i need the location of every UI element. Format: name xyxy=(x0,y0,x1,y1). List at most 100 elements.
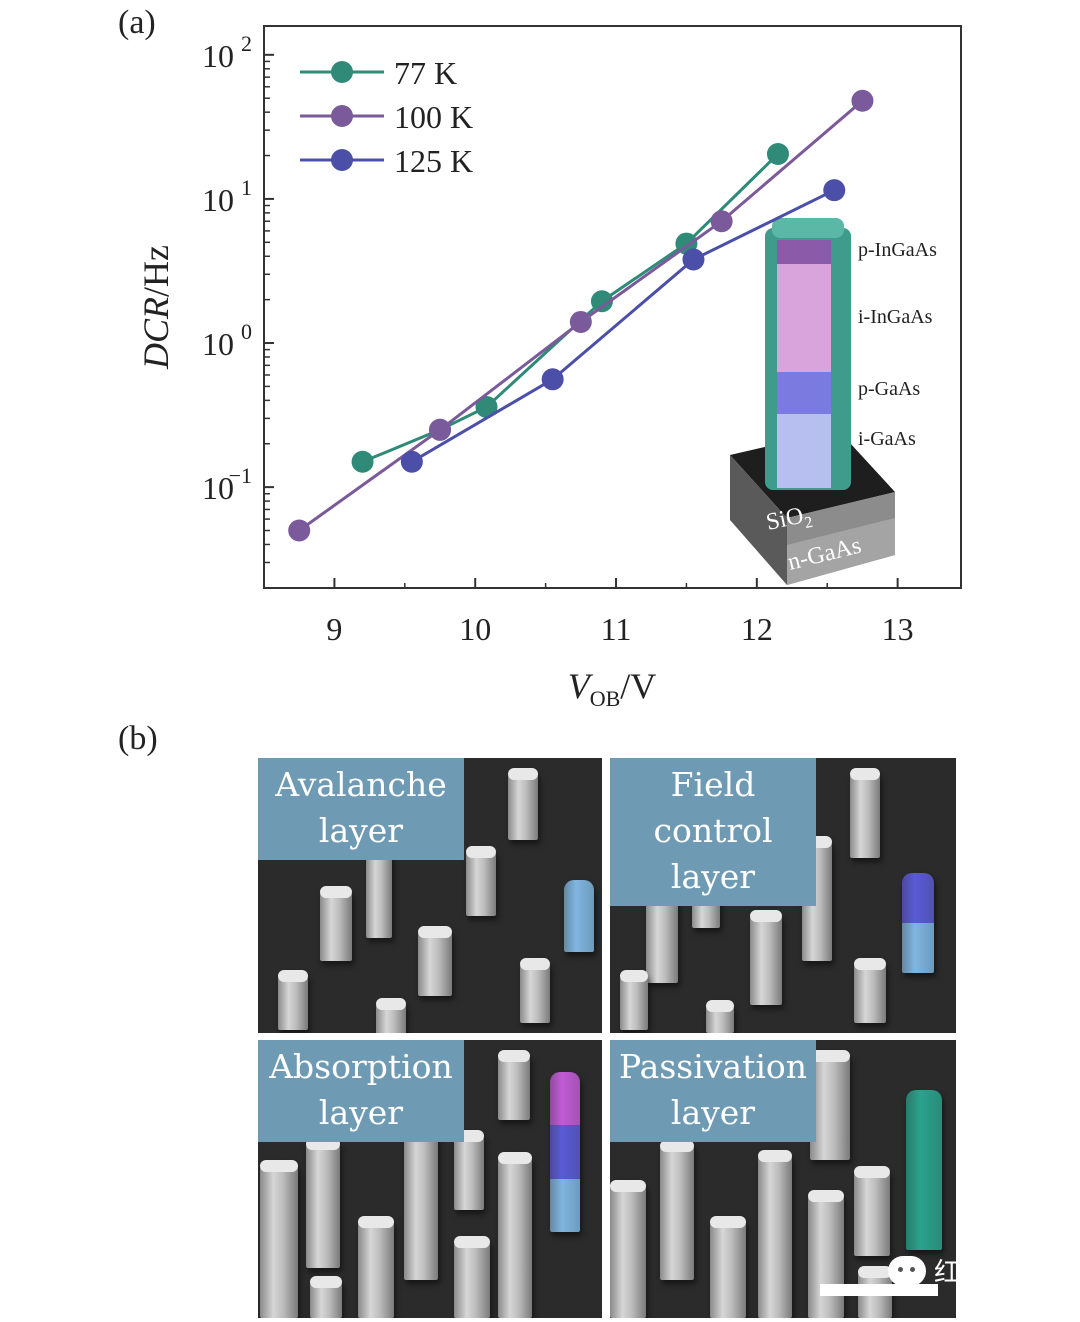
pillar-segment xyxy=(550,1125,580,1179)
x-tick-label: 10 xyxy=(459,611,491,647)
nanopillar xyxy=(310,1276,342,1318)
highlighted-nanopillar xyxy=(906,1090,942,1250)
nanopillar xyxy=(366,848,392,938)
nanopillar xyxy=(808,1190,844,1318)
nanopillar xyxy=(498,1050,530,1120)
nanopillar xyxy=(758,1150,792,1318)
legend-marker xyxy=(331,61,353,83)
x-tick-label: 9 xyxy=(326,611,342,647)
sem-tile-absorption: Absorption layer xyxy=(258,1040,602,1318)
pillar-segment xyxy=(902,873,934,923)
inset-layer-label: p-InGaAs xyxy=(858,239,937,261)
nanopillar xyxy=(660,1140,694,1280)
highlighted-nanopillar xyxy=(902,873,934,973)
tile-label-absorption: Absorption layer xyxy=(258,1040,464,1142)
tile-label-line1: Absorption xyxy=(269,1047,453,1086)
y-tick-label: 10 xyxy=(202,182,234,218)
y-axis-label: DCR/Hz xyxy=(136,245,176,370)
x-tick-label: 12 xyxy=(741,611,773,647)
layer-p-ingaas xyxy=(777,240,831,264)
nanopillar xyxy=(706,1000,734,1033)
highlighted-nanopillar xyxy=(564,880,594,952)
data-point xyxy=(851,89,874,112)
tile-label-line2: layer xyxy=(670,1093,756,1132)
layer-i-ingaas xyxy=(777,264,831,372)
data-point xyxy=(766,142,789,165)
nanopillar xyxy=(454,1130,484,1210)
nanopillar xyxy=(520,958,550,1023)
sem-tile-avalanche: Avalanche layer xyxy=(258,758,602,1033)
tile-label-line2: layer xyxy=(318,1093,404,1132)
nanopillar xyxy=(260,1160,298,1318)
highlighted-nanopillar xyxy=(550,1072,580,1232)
plot-frame xyxy=(263,25,962,589)
tile-label-line1: Field control xyxy=(653,765,773,850)
inset-sio2-label: SiO2 xyxy=(764,501,815,540)
nanopillar xyxy=(854,1166,890,1256)
nanopillar xyxy=(404,1130,438,1280)
data-point xyxy=(590,290,613,313)
data-point xyxy=(288,519,311,542)
data-point xyxy=(400,450,423,473)
y-tick-label: 10 xyxy=(202,470,234,506)
tile-label-passivation: Passivation layer xyxy=(610,1040,816,1142)
nanopillar xyxy=(320,886,352,961)
y-tick-exponent: 1 xyxy=(241,175,252,200)
pillar-segment xyxy=(550,1178,580,1232)
data-point xyxy=(475,395,498,418)
watermark-text: 红外芯闻 xyxy=(934,1258,1039,1288)
y-tick-exponent: −1 xyxy=(229,463,252,488)
nanopillar xyxy=(850,768,880,858)
x-axis-label: VOB/V xyxy=(568,666,657,711)
sem-tile-passivation: Passivation layer xyxy=(610,1040,956,1318)
watermark: 红外芯闻 xyxy=(888,1252,1038,1289)
y-tick-label: 10 xyxy=(202,326,234,362)
sem-tile-field-control: Field control layer xyxy=(610,758,956,1033)
tile-label-line2: layer xyxy=(670,857,756,896)
nanopillar xyxy=(466,846,496,916)
nanopillar xyxy=(418,926,452,996)
nanopillar xyxy=(620,970,648,1030)
pillar-segment xyxy=(564,880,594,952)
layer-i-gaas xyxy=(777,414,831,488)
nanopillar xyxy=(358,1216,394,1318)
legend-label: 125 K xyxy=(394,143,473,179)
tile-label-field-control: Field control layer xyxy=(610,758,816,906)
nanopillar xyxy=(306,1138,340,1268)
nanopillar xyxy=(376,998,406,1033)
pillar-segment xyxy=(902,923,934,973)
nanopillar xyxy=(750,910,782,1005)
nanopillar xyxy=(508,768,538,840)
substrate-left xyxy=(730,455,787,585)
pillar-segment xyxy=(550,1072,580,1126)
scale-bar xyxy=(820,1284,938,1296)
nanopillar xyxy=(854,958,886,1023)
data-point xyxy=(351,450,374,473)
panel-a-label: (a) xyxy=(118,4,156,41)
nanopillar xyxy=(498,1152,532,1318)
data-point xyxy=(429,418,452,441)
data-point xyxy=(541,368,564,391)
legend-label: 77 K xyxy=(394,55,457,91)
data-point xyxy=(682,248,705,271)
x-tick-label: 11 xyxy=(601,611,632,647)
inset-layer-label: i-GaAs xyxy=(858,428,916,450)
pillar-segment xyxy=(906,1090,942,1250)
legend-marker xyxy=(331,149,353,171)
data-point xyxy=(823,179,846,202)
data-point xyxy=(710,210,733,233)
nanopillar xyxy=(278,970,308,1030)
legend-label: 100 K xyxy=(394,99,473,135)
data-point xyxy=(569,310,592,333)
tile-label-line1: Avalanche xyxy=(275,765,447,804)
nanopillar xyxy=(454,1236,490,1318)
nanopillar xyxy=(810,1050,850,1160)
inset-layer-label: i-InGaAs xyxy=(858,306,933,328)
nanopillar xyxy=(610,1180,646,1318)
pillar-top xyxy=(772,218,844,238)
inset-layer-label: p-GaAs xyxy=(858,378,920,400)
layer-p-gaas xyxy=(777,372,831,414)
tile-label-line1: Passivation xyxy=(618,1047,808,1086)
chat-bubble-icon xyxy=(888,1255,926,1286)
y-tick-exponent: 2 xyxy=(241,31,252,56)
